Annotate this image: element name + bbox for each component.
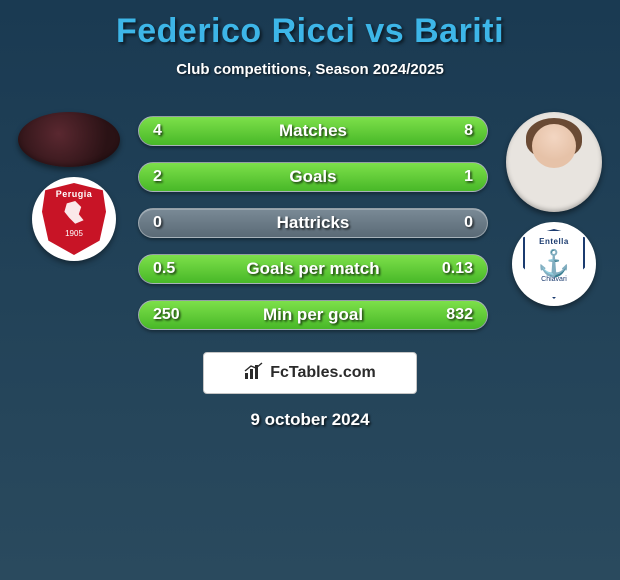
stat-label: Min per goal <box>263 305 363 325</box>
stat-right-value: 0 <box>464 214 473 232</box>
stat-right-value: 0.13 <box>442 260 473 278</box>
left-club-year: 1905 <box>65 229 83 238</box>
stat-row: 4 Matches 8 <box>138 116 488 146</box>
right-player-avatar <box>506 112 602 212</box>
stat-row: 250 Min per goal 832 <box>138 300 488 330</box>
stat-left-value: 250 <box>153 306 180 324</box>
stat-left-value: 0.5 <box>153 260 175 278</box>
anchor-icon: ⚓ <box>538 250 570 276</box>
right-club-shield: Entella ⚓ Chiavari <box>523 229 585 299</box>
stat-left-value: 0 <box>153 214 162 232</box>
brand-text: FcTables.com <box>270 364 376 382</box>
subtitle: Club competitions, Season 2024/2025 <box>10 61 610 78</box>
stat-right-value: 8 <box>464 122 473 140</box>
griffin-icon <box>62 201 86 225</box>
stat-right-value: 832 <box>446 306 473 324</box>
brand-box: FcTables.com <box>203 352 417 394</box>
stat-label: Hattricks <box>277 213 350 233</box>
right-club-sub: Chiavari <box>541 276 567 283</box>
stat-label: Matches <box>279 121 347 141</box>
right-player-column: Entella ⚓ Chiavari <box>506 112 602 306</box>
date: 9 october 2024 <box>10 410 610 430</box>
left-club-badge: Perugia 1905 <box>32 177 116 261</box>
stat-label: Goals <box>289 167 336 187</box>
left-player-column: Perugia 1905 <box>18 112 120 261</box>
right-club-name: Entella <box>539 237 569 246</box>
bar-left-fill <box>139 163 372 191</box>
chart-icon <box>244 362 264 385</box>
left-player-avatar <box>18 112 120 167</box>
page-title: Federico Ricci vs Bariti <box>10 12 610 51</box>
stat-row: 0 Hattricks 0 <box>138 208 488 238</box>
main-row: Perugia 1905 4Matches82Goals10Hattricks0… <box>10 106 610 330</box>
right-club-badge: Entella ⚓ Chiavari <box>512 222 596 306</box>
stat-bars: 4 Matches 8 2 Goals 1 0 Hattricks 0 0.5 Goals per … <box>138 116 488 330</box>
stat-right-value: 1 <box>464 168 473 186</box>
stat-left-value: 2 <box>153 168 162 186</box>
stat-row: 2 Goals 1 <box>138 162 488 192</box>
left-club-name: Perugia <box>56 189 93 199</box>
comparison-card: Federico Ricci vs Bariti Club competitio… <box>0 0 620 438</box>
left-club-shield: Perugia 1905 <box>42 183 106 255</box>
stat-row: 0.5 Goals per match 0.13 <box>138 254 488 284</box>
stat-label: Goals per match <box>246 259 379 279</box>
stat-left-value: 4 <box>153 122 162 140</box>
